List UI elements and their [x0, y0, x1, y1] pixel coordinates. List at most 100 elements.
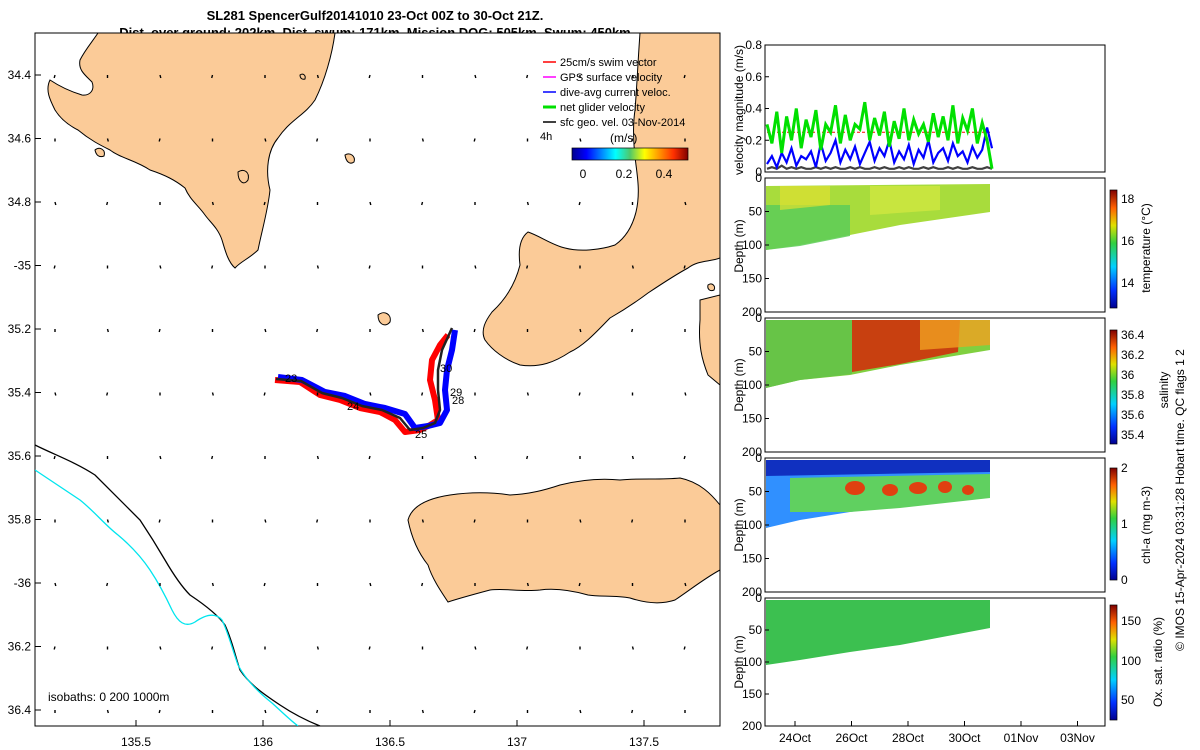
map-xtick-label: 136	[253, 735, 273, 749]
surface-arrow	[631, 519, 634, 523]
map-panel: 23 24 25 28 29 30 135.5 136 136.5 137 137.5 3…	[8, 32, 721, 749]
surface-arrow	[263, 582, 266, 587]
surface-arrow	[53, 74, 56, 79]
day-label-25: 25	[415, 429, 427, 441]
depth-ytick-label: 100	[742, 655, 762, 669]
surface-arrow	[578, 582, 581, 587]
isobath-200m	[35, 444, 321, 726]
surface-arrow	[159, 265, 162, 269]
surface-arrow	[684, 201, 687, 206]
surface-arrow	[473, 519, 476, 523]
salinity-ylabel: Depth (m)	[732, 358, 746, 411]
map-ytick-label: 35.8	[8, 513, 32, 527]
surface-arrow	[684, 582, 687, 587]
surface-arrow	[53, 265, 56, 269]
legend-label: dive-avg current veloc.	[560, 87, 671, 99]
surface-arrow	[368, 74, 371, 79]
surface-arrow	[631, 455, 634, 460]
title-line-1: SL281 SpencerGulf20141010 23-Oct 00Z to …	[207, 8, 544, 23]
temp-cbar-tick-14: 14	[1121, 276, 1135, 290]
surface-arrow	[526, 74, 529, 79]
map-ytick-label: 36.4	[8, 703, 32, 717]
land-mainland-east	[699, 294, 720, 386]
surface-arrow	[631, 709, 634, 714]
surface-arrow	[316, 455, 319, 460]
velocity-ylabel: velocity magnitude (m/s)	[732, 45, 746, 175]
surface-arrow	[159, 646, 162, 650]
temp-cbar-tick-18: 18	[1121, 192, 1135, 206]
depth-ytick-label: 100	[742, 378, 762, 392]
land-eyre-peninsula	[47, 33, 336, 269]
legend-label: 25cm/s swim vector	[560, 57, 657, 69]
surface-arrow	[211, 455, 214, 460]
surface-arrow	[158, 709, 161, 714]
time-xtick-label: 26Oct	[835, 731, 868, 745]
surface-arrow	[578, 201, 581, 206]
map-colorbar	[571, 147, 689, 161]
chla-cbar-label: chl-a (mg m-3)	[1139, 486, 1153, 564]
surface-arrow	[526, 455, 529, 460]
temp-cbar-tick-16: 16	[1121, 234, 1135, 248]
surface-arrow	[53, 455, 56, 460]
map-colorbar-tick-1: 0.2	[616, 167, 633, 181]
depth-ytick-label: 100	[742, 518, 762, 532]
map-content: 23 24 25 28 29 30	[35, 33, 720, 726]
depth-ytick-label: 50	[749, 623, 763, 637]
temperature-colorbar	[1109, 189, 1118, 309]
time-xtick-label: 03Nov	[1060, 731, 1095, 745]
surface-arrow	[369, 392, 372, 396]
depth-ytick-label: 0	[755, 171, 762, 185]
surface-arrow	[106, 519, 109, 523]
surface-arrow	[54, 201, 57, 206]
surface-arrow	[473, 709, 476, 714]
track-swim-vectors	[274, 333, 451, 435]
depth-ytick-label: 150	[742, 272, 762, 286]
surface-arrow	[211, 392, 214, 396]
surface-arrow	[316, 265, 319, 269]
salinity-mid-patch	[920, 320, 990, 350]
imos-credit: © IMOS 15-Apr-2024 03:31:28 Hobart time.…	[1173, 349, 1187, 651]
chla-panel: 0 50 100 150 200 Depth (m) 2 1 0 chl-a (mg m…	[732, 451, 1153, 599]
surface-arrow	[421, 392, 424, 396]
surface-arrow	[526, 582, 529, 587]
time-xtick-label: 01Nov	[1004, 731, 1039, 745]
surface-arrow	[683, 74, 686, 79]
velocity-panel: 0 0.2 0.4 0.6 0.8 velocity magnitude (m/s)	[732, 38, 1106, 179]
surface-arrow	[106, 709, 109, 714]
surface-arrow	[474, 646, 477, 650]
surface-arrow	[106, 328, 109, 333]
surface-arrow	[316, 519, 319, 523]
surface-arrow	[579, 328, 582, 333]
map-ticks: 135.5 136 136.5 137 137.5 34.4 34.6 34.8 -35 35.2…	[8, 68, 660, 749]
sal-cbar-tick-35.4: 35.4	[1121, 428, 1145, 442]
surface-arrow	[474, 455, 477, 460]
depth-ytick-label: 0	[755, 311, 762, 325]
map-xtick-label: 137.5	[629, 735, 659, 749]
legend-label: GPS surface velocity	[560, 72, 663, 84]
salinity-cbar-label: salinity	[1157, 372, 1171, 409]
surface-arrow	[264, 328, 267, 333]
map-ytick-label: -36	[14, 576, 32, 590]
map-xtick-label: 135.5	[121, 735, 151, 749]
surface-arrow	[683, 455, 686, 460]
sal-cbar-tick-35.8: 35.8	[1121, 388, 1145, 402]
surface-arrow	[579, 709, 582, 714]
surface-arrow	[53, 646, 56, 650]
map-ytick-label: 35.4	[8, 386, 32, 400]
temperature-cbar-label: temperature (°C)	[1139, 203, 1153, 293]
surface-arrow	[316, 646, 319, 650]
surface-arrow	[264, 519, 267, 523]
vel-ytick-label: 0	[755, 165, 762, 179]
velocity-series	[765, 101, 994, 171]
surface-velocity-arrows	[53, 74, 687, 714]
ox-cbar-tick-150: 150	[1121, 614, 1141, 628]
sal-cbar-tick-36.2: 36.2	[1121, 348, 1145, 362]
ox-cbar-tick-100: 100	[1121, 654, 1141, 668]
vel-ytick-label: 0.4	[745, 102, 762, 116]
map-ytick-label: 34.8	[8, 195, 32, 209]
surface-arrow	[211, 646, 214, 650]
chla-max-patches	[845, 481, 974, 496]
chla-ylabel: Depth (m)	[732, 498, 746, 551]
oxygen-ylabel: Depth (m)	[732, 635, 746, 688]
